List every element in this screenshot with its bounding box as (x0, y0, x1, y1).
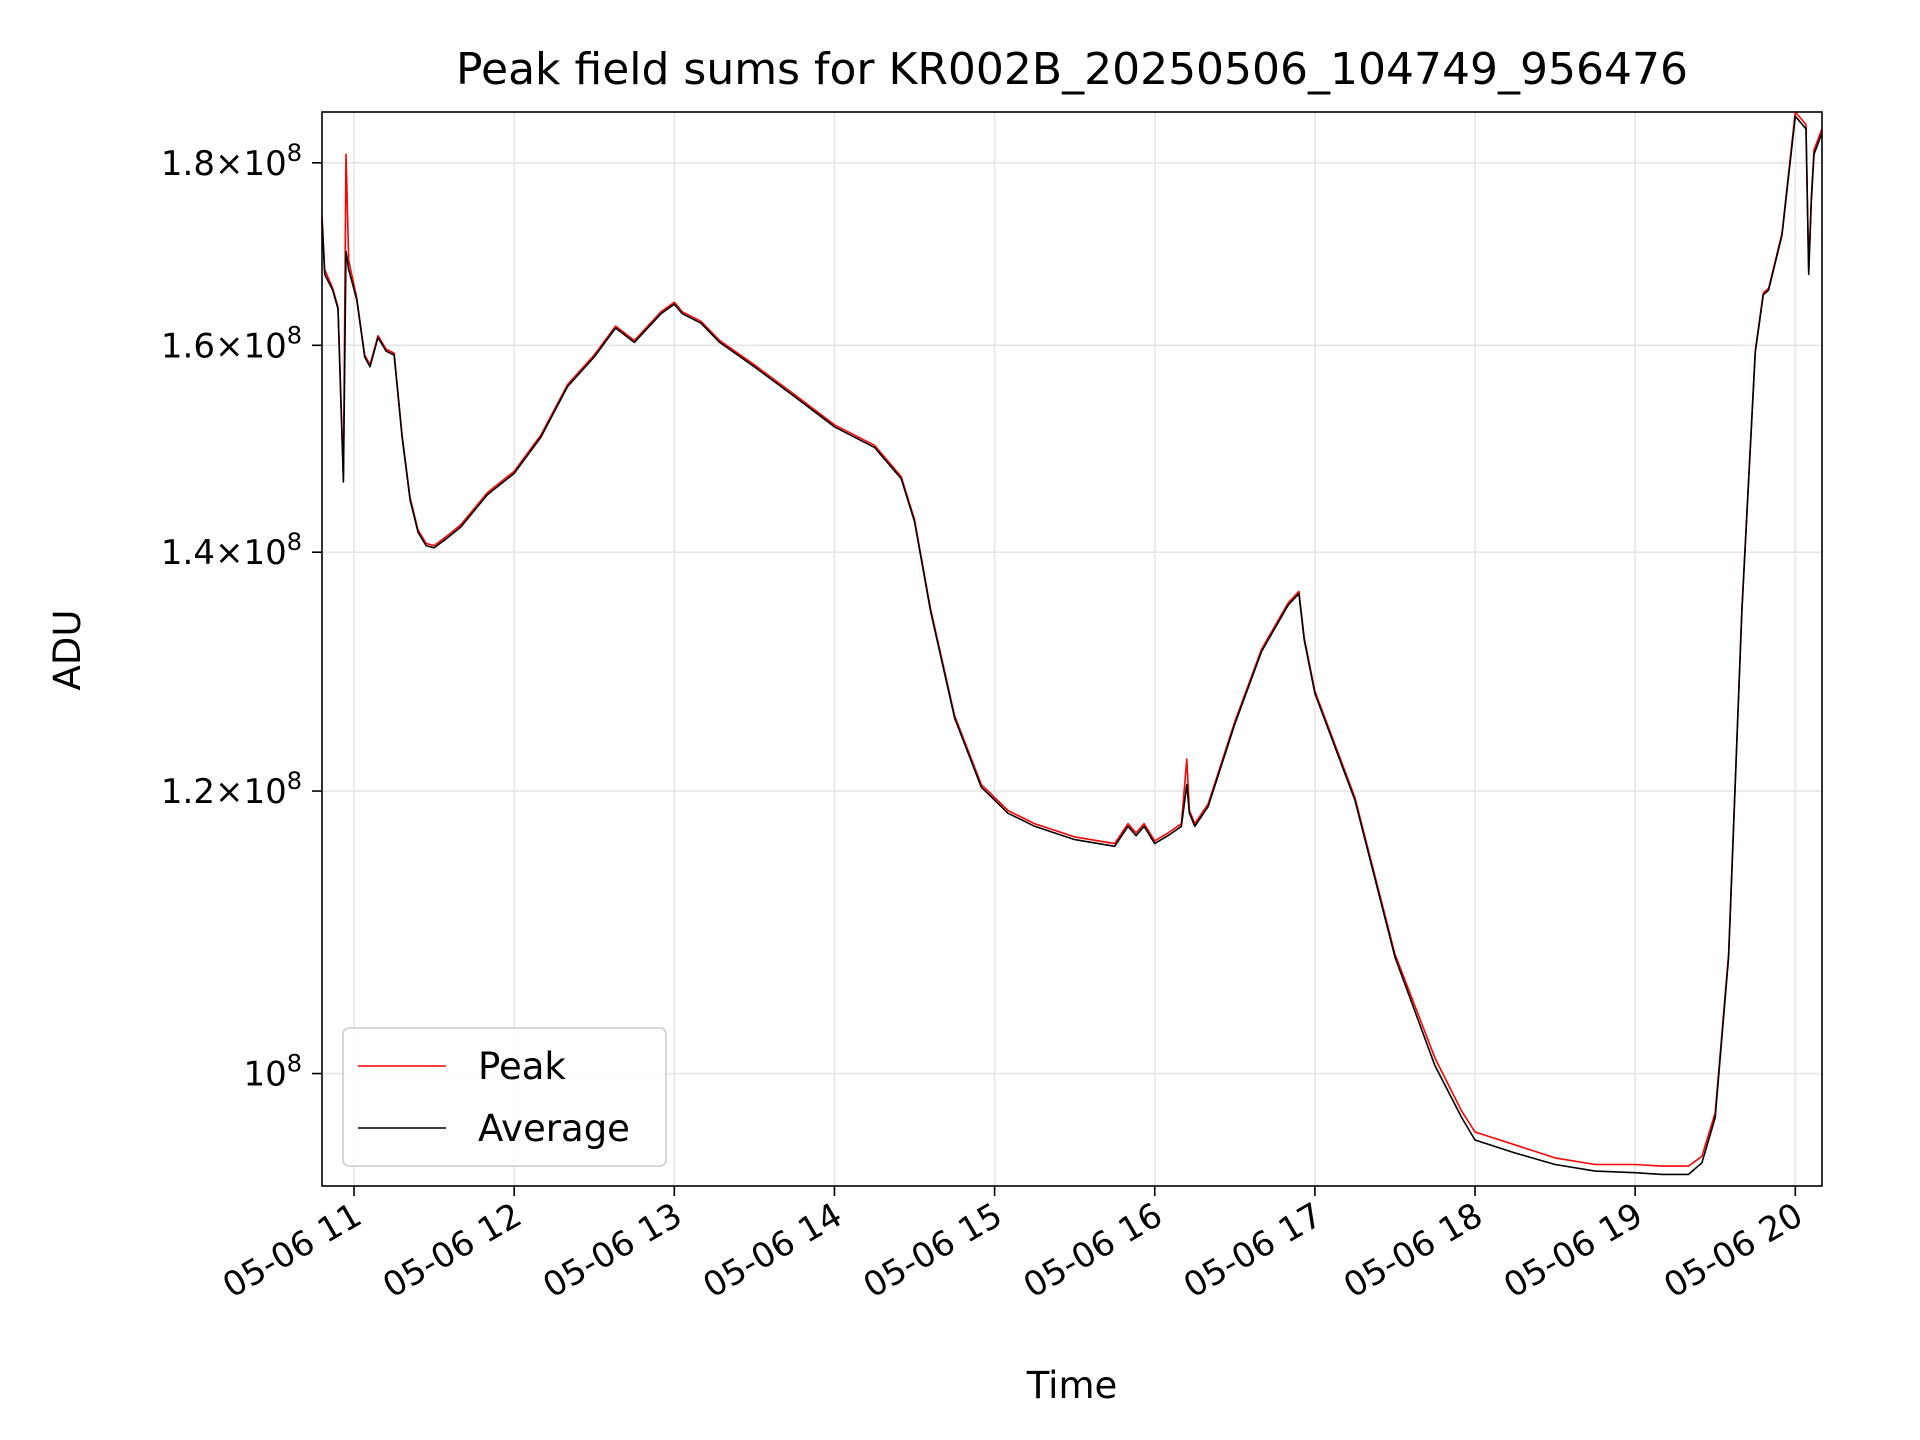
y-tick-label-3: 1.6×108 (161, 321, 302, 366)
series-layer (321, 111, 1823, 1176)
chart-title: Peak field sums for KR002B_20250506_1047… (456, 44, 1688, 95)
legend-label-average: Average (478, 1107, 630, 1150)
grid-lines (322, 112, 1822, 1186)
y-tick-label-2: 1.4×108 (161, 528, 302, 573)
legend-label-peak: Peak (478, 1045, 566, 1088)
plot-area-frame (321, 111, 1823, 1187)
y-tick-label-1: 1.2×108 (161, 767, 302, 812)
series-line-average (321, 115, 1823, 1176)
legend: Peak Average (342, 1027, 667, 1167)
legend-box (342, 1027, 667, 1167)
x-axis-label: Time (1026, 1364, 1118, 1407)
y-axis-label: ADU (46, 610, 89, 691)
y-axis: 108 1.2×108 1.4×108 1.6×108 1.8×108 (161, 139, 322, 1095)
y-tick-label-0: 108 (243, 1050, 302, 1095)
y-tick-label-4: 1.8×108 (161, 139, 302, 184)
